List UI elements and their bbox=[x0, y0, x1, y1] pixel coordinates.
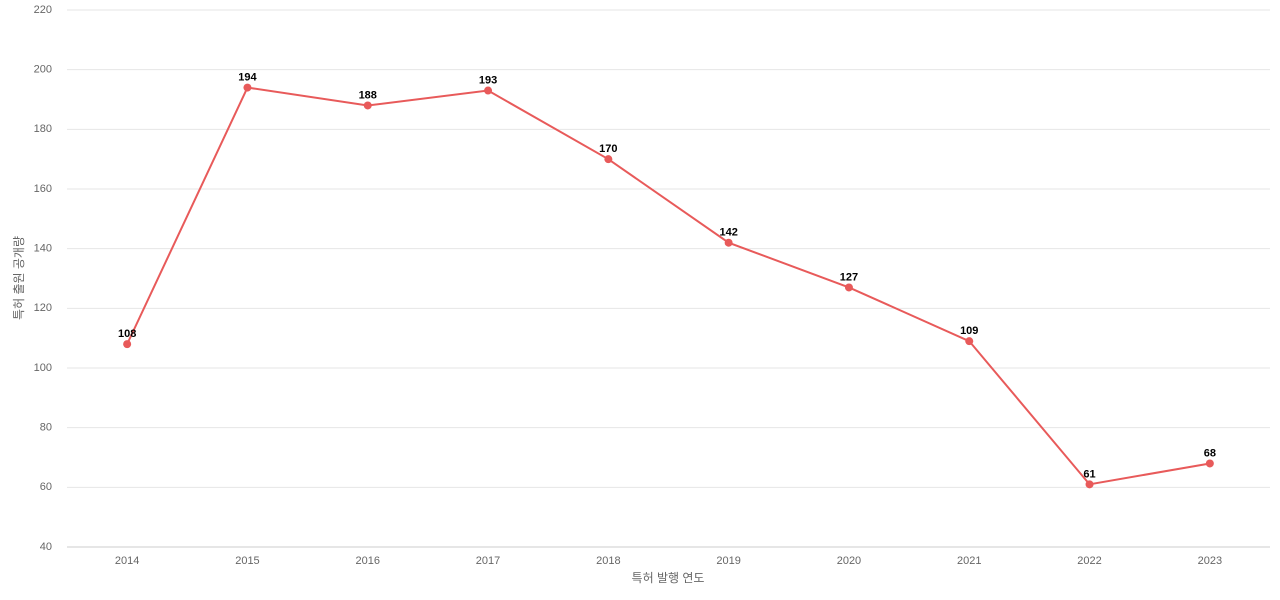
data-label: 194 bbox=[238, 71, 257, 83]
data-point bbox=[724, 238, 733, 247]
x-tick-label: 2023 bbox=[1198, 555, 1222, 567]
y-tick-label: 160 bbox=[34, 183, 52, 195]
data-label: 61 bbox=[1083, 468, 1095, 480]
data-point bbox=[243, 83, 252, 92]
y-tick-label: 120 bbox=[34, 302, 52, 314]
data-point bbox=[1205, 459, 1214, 468]
y-axis-title: 특허 출원 공개량 bbox=[12, 236, 26, 320]
x-tick-label: 2018 bbox=[596, 555, 620, 567]
data-point bbox=[363, 101, 372, 110]
data-point bbox=[844, 283, 853, 292]
x-tick-label: 2021 bbox=[957, 555, 981, 567]
data-label: 193 bbox=[479, 74, 497, 86]
data-label: 170 bbox=[599, 143, 617, 155]
y-tick-label: 40 bbox=[40, 541, 52, 553]
x-tick-label: 2017 bbox=[476, 555, 500, 567]
x-axis-title: 특허 발행 연도 bbox=[632, 570, 705, 585]
data-point bbox=[1085, 480, 1094, 489]
x-tick-label: 2022 bbox=[1077, 555, 1101, 567]
y-tick-label: 220 bbox=[34, 4, 52, 16]
y-tick-label: 80 bbox=[40, 422, 52, 434]
data-label: 188 bbox=[359, 89, 377, 101]
data-label: 68 bbox=[1204, 447, 1216, 459]
x-tick-label: 2016 bbox=[356, 555, 380, 567]
data-point bbox=[123, 340, 132, 349]
y-tick-label: 200 bbox=[34, 64, 52, 76]
x-tick-label: 2015 bbox=[235, 555, 259, 567]
data-point bbox=[484, 86, 493, 95]
y-tick-label: 100 bbox=[34, 362, 52, 374]
data-point bbox=[965, 337, 974, 346]
x-tick-label: 2014 bbox=[115, 555, 139, 567]
data-label: 127 bbox=[840, 271, 858, 283]
x-tick-label: 2019 bbox=[716, 555, 740, 567]
y-tick-label: 140 bbox=[34, 243, 52, 255]
y-tick-label: 60 bbox=[40, 481, 52, 493]
data-label: 108 bbox=[118, 328, 136, 340]
y-tick-label: 180 bbox=[34, 123, 52, 135]
data-label: 109 bbox=[960, 325, 978, 337]
data-line bbox=[126, 86, 1211, 486]
data-point bbox=[604, 155, 613, 164]
x-tick-label: 2020 bbox=[837, 555, 861, 567]
data-label: 142 bbox=[719, 227, 737, 239]
